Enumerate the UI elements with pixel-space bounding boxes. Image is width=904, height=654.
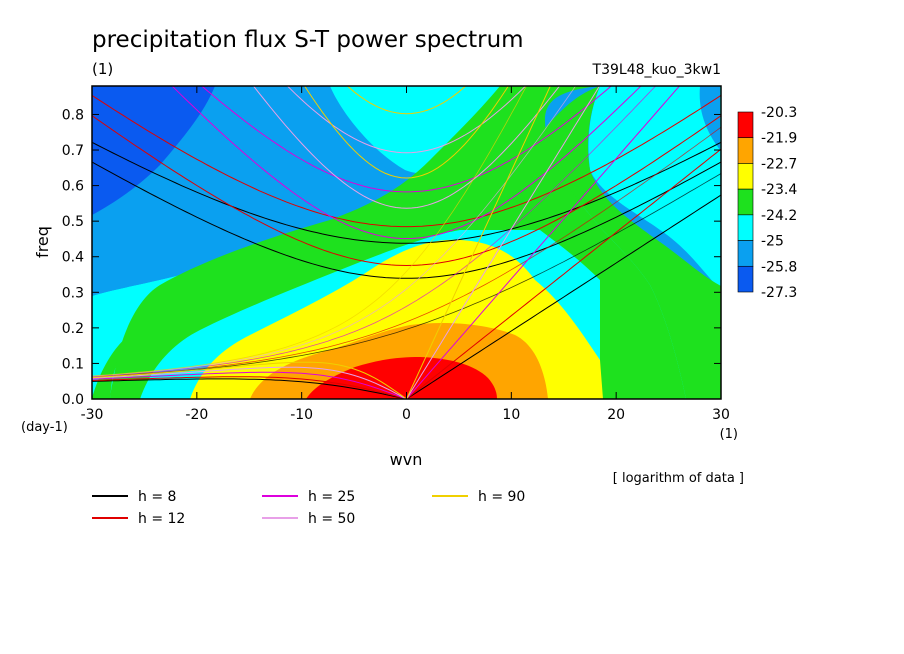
mrg-curve [92,126,721,378]
mrg-curve [92,86,577,377]
legend-label: h = 12 [138,511,185,527]
rossby-curve [92,366,407,399]
x-tick-label: -20 [185,407,208,423]
x-unit-label: (1) [720,427,738,442]
inertia-gravity-curve [92,115,721,267]
colorbar-swatch [737,137,754,164]
mrg-curve [92,86,657,377]
x-tick-label: 0 [402,407,411,423]
kelvin-curve [406,148,721,399]
y-tick-label: 0.6 [62,179,84,195]
colorbar-label: -27.3 [761,285,797,301]
rossby-curve [92,361,407,399]
chart-subtitle-right: T39L48_kuo_3kw1 [592,62,721,78]
dispersion-curves [92,86,721,399]
rossby-curve [92,371,407,399]
y-tick-label: 0.7 [62,143,84,159]
legend-label: h = 8 [138,489,176,505]
y-unit-label: (day-1) [21,420,68,435]
inertia-gravity-curve [92,161,721,279]
colorbar-label: -20.3 [761,105,797,121]
band-blue-topleft [92,86,215,215]
colorbar-swatch [737,111,754,139]
colorbar-label: -25.8 [761,259,797,275]
band-green [92,86,721,399]
axis-ticks: -30 -20 -10 0 10 20 30 0.0 0.1 0.2 0.3 0.4 0.5 0.6 0.7… [62,86,730,423]
inertia-gravity-curve [201,86,612,193]
legend-label: h = 25 [308,489,355,505]
y-tick-label: 0.8 [62,107,84,123]
kelvin-curve [406,86,681,399]
y-tick-label: 0.3 [62,285,84,301]
kelvin-curve [406,194,721,399]
x-tick-label: -10 [290,407,313,423]
y-tick-label: 0.4 [62,250,84,266]
y-axis-label: freq [33,226,52,258]
colorbar-swatch [737,240,754,267]
colorbar-label: -24.2 [761,208,797,224]
legend-label: h = 90 [478,489,525,505]
plot-area [92,86,721,399]
y-tick-label: 0.5 [62,214,84,230]
band-lightblue-topright [699,86,720,150]
x-tick-label: 30 [712,407,730,423]
x-axis-label: wvn [390,450,423,469]
colorbar-label: -23.4 [761,182,797,198]
colorbar-swatch [737,265,754,293]
x-tick-label: 10 [502,407,520,423]
rossby-curve [92,376,407,399]
colorbar-label: -22.7 [761,156,797,172]
y-tick-label: 0.2 [62,321,84,337]
colorbar-swatch [737,214,754,241]
inertia-gravity-curve [304,86,509,179]
inertia-gravity-curve [346,86,467,115]
colorbar: -20.3 -21.9 -22.7 -23.4 -24.2 -25 -25.8 -27.3 [737,105,797,301]
x-tick-label: -30 [81,407,104,423]
colorbar-label: -21.9 [761,131,797,147]
kelvin-curve [406,86,601,399]
x-tick-label: 20 [607,407,625,423]
colorbar-label: -25 [761,234,784,250]
inertia-gravity-curve [92,141,721,244]
y-tick-label: 0.0 [62,392,84,408]
band-green-2 [110,86,686,399]
kelvin-curve [406,86,551,399]
legend: h = 8 h = 12 h = 25 h = 50 h = 90 [92,489,525,527]
chart-subtitle-left: (1) [92,60,113,78]
mrg-curve [92,86,527,377]
colorbar-swatch [737,188,754,216]
colorbar-swatch [737,163,754,190]
inertia-gravity-curve [171,86,642,240]
y-tick-label: 0.1 [62,356,84,372]
rossby-curve [92,378,407,399]
inertia-gravity-curve [252,86,561,209]
legend-label: h = 50 [308,511,355,527]
data-note: [ logarithm of data ] [613,471,744,486]
chart-title: precipitation flux S-T power spectrum [92,27,524,53]
inertia-gravity-curve [286,86,527,154]
